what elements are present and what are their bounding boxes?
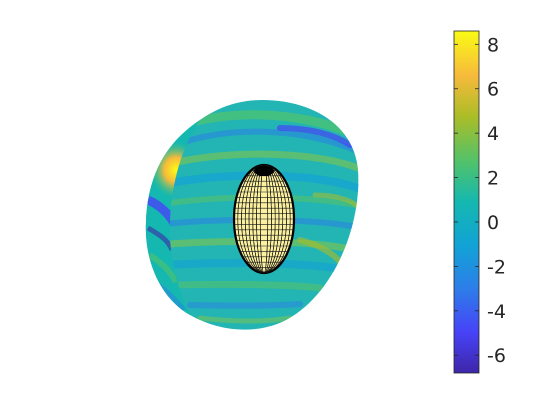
inner-wireframe-ellipsoid bbox=[232, 163, 296, 275]
wireframe-pole-cap bbox=[254, 166, 274, 176]
colorbar-tick-label: -4 bbox=[487, 301, 506, 323]
colorbar-ticks: 8 6 4 2 0 -2 -4 -6 bbox=[454, 34, 506, 367]
colorbar-tick-label: 8 bbox=[487, 34, 499, 56]
colorbar-tick-label: 4 bbox=[487, 123, 499, 145]
colorbar-tick-label: 0 bbox=[487, 212, 499, 234]
colorbar-tick-label: -6 bbox=[487, 345, 506, 367]
colorbar-gradient bbox=[453, 30, 480, 374]
colorbar-tick-label: 2 bbox=[487, 168, 499, 190]
wireframe-longitude-line bbox=[237, 164, 291, 274]
colorbar-tick-label: -2 bbox=[487, 256, 506, 278]
colorbar: 8 6 4 2 0 -2 -4 -6 bbox=[453, 30, 506, 374]
colorbar-tick-label: 6 bbox=[487, 79, 499, 101]
